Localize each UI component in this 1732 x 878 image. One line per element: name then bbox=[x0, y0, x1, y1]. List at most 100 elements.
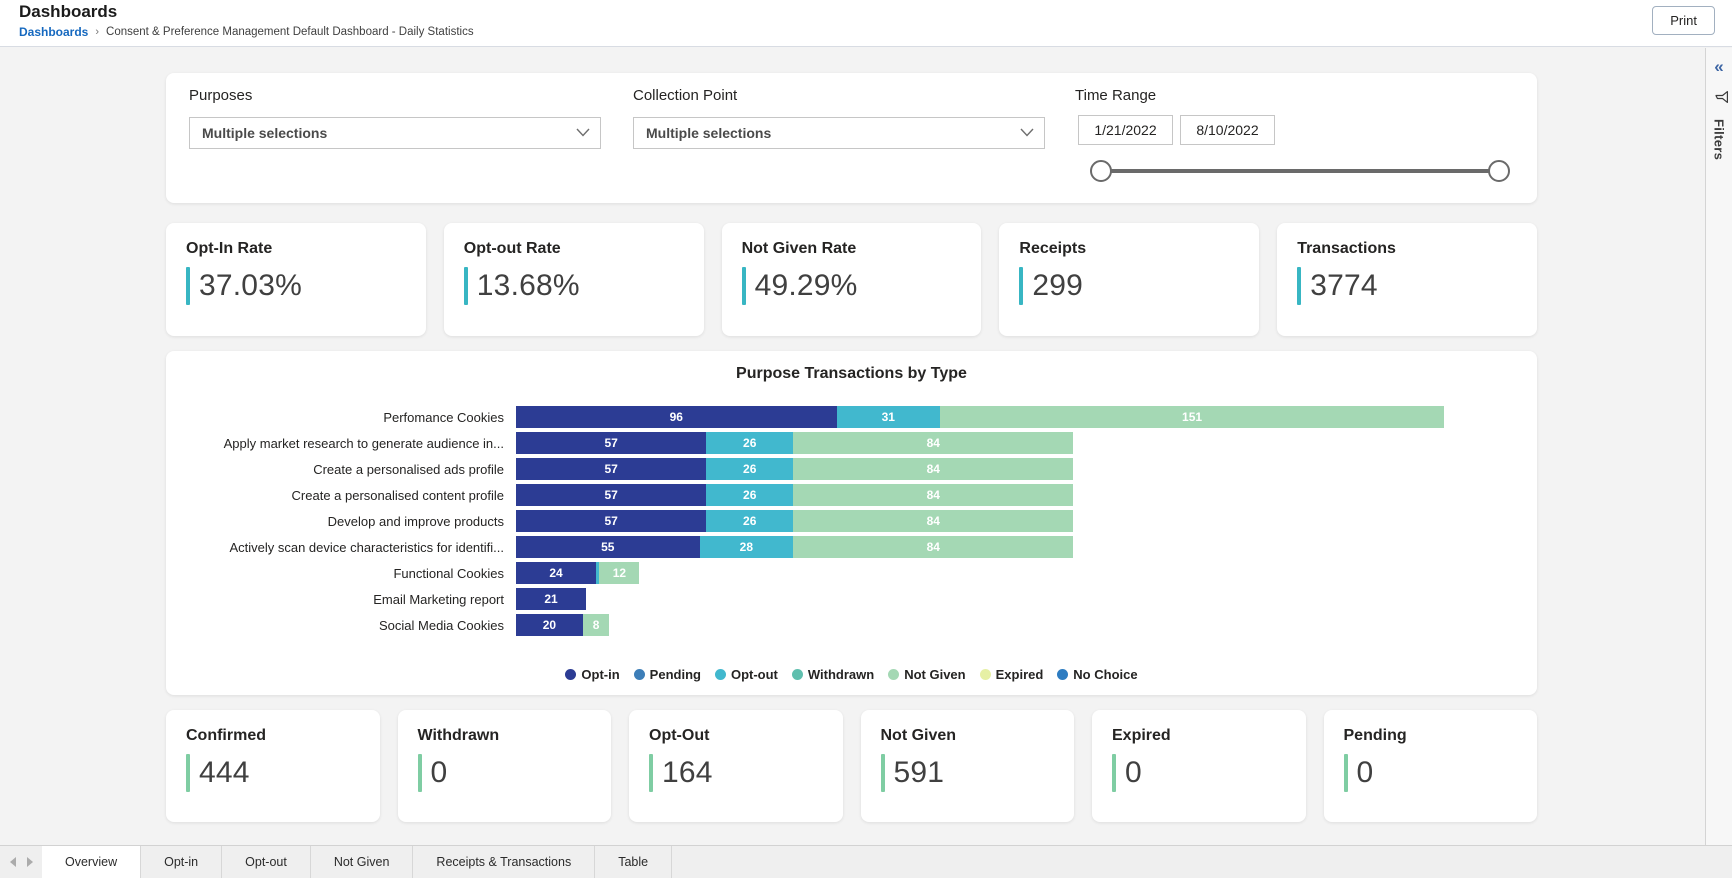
chart-bar-segment-opt-out[interactable]: 26 bbox=[706, 432, 794, 454]
filter-funnel-icon[interactable] bbox=[1710, 90, 1728, 104]
chart-bar-segment-opt-in[interactable]: 20 bbox=[516, 614, 583, 636]
chart-bar-segment-not-given[interactable]: 84 bbox=[793, 510, 1074, 532]
chart-row: Email Marketing report 21 bbox=[166, 586, 1537, 612]
collapse-panel-icon[interactable]: « bbox=[1714, 57, 1724, 76]
print-button[interactable]: Print bbox=[1652, 6, 1715, 35]
legend-dot-icon bbox=[979, 669, 991, 680]
kpi-value-row: 13.68% bbox=[463, 267, 684, 305]
chart-row: Actively scan device characteristics for… bbox=[166, 534, 1537, 560]
chart-bar-segment-not-given[interactable]: 8 bbox=[582, 614, 610, 636]
tab-scroll-right-icon[interactable] bbox=[26, 857, 33, 867]
slider-track[interactable] bbox=[1101, 169, 1499, 173]
chart-category-label: Develop and improve products bbox=[327, 513, 504, 529]
chart-bar-segment-opt-out[interactable]: 31 bbox=[836, 406, 940, 428]
legend-item-opt-out[interactable]: Opt-out bbox=[714, 667, 778, 682]
tab-receipts-transactions[interactable]: Receipts & Transactions bbox=[413, 846, 596, 878]
chart-bar-segment-opt-in[interactable]: 57 bbox=[516, 432, 707, 454]
legend-item-opt-in[interactable]: Opt-in bbox=[565, 667, 620, 682]
chart-bar: 55 28 84 bbox=[516, 536, 1074, 558]
kpi-value-row: 49.29% bbox=[741, 267, 962, 305]
chart-bar-segment-opt-out[interactable]: 28 bbox=[699, 536, 794, 558]
kpi-card: Not Given 591 bbox=[860, 710, 1074, 822]
legend-item-no-choice[interactable]: No Choice bbox=[1057, 667, 1138, 682]
kpi-value-row: 164 bbox=[649, 754, 823, 792]
chart-bar-segment-opt-in[interactable]: 57 bbox=[516, 458, 707, 480]
purposes-dropdown[interactable]: Multiple selections bbox=[189, 117, 601, 149]
tab-overview[interactable]: Overview bbox=[42, 846, 142, 878]
kpi-card: Opt-out Rate 13.68% bbox=[443, 223, 704, 336]
chart-bar-segment-not-given[interactable]: 12 bbox=[599, 562, 640, 584]
chart-bar: 57 26 84 bbox=[516, 484, 1074, 506]
chart-row: Apply market research to generate audien… bbox=[166, 430, 1537, 456]
kpi-value-row: 299 bbox=[1019, 267, 1239, 305]
chart-bar-segment-not-given[interactable]: 84 bbox=[793, 432, 1074, 454]
chart-bar-segment-not-given[interactable]: 151 bbox=[940, 406, 1445, 428]
kpi-card: Receipts 299 bbox=[999, 223, 1260, 336]
end-date-input[interactable] bbox=[1180, 115, 1275, 145]
chart-row: Social Media Cookies 20 8 bbox=[166, 612, 1537, 638]
chart-bar-segment-opt-out[interactable] bbox=[596, 562, 600, 584]
legend-item-expired[interactable]: Expired bbox=[979, 667, 1043, 682]
chart-bar-segment-opt-in[interactable]: 57 bbox=[516, 484, 707, 506]
chart-bar-segment-opt-out[interactable]: 26 bbox=[706, 458, 794, 480]
kpi-card: Withdrawn 0 bbox=[397, 710, 611, 822]
legend-dot-icon bbox=[1057, 669, 1069, 680]
chevron-down-icon bbox=[576, 124, 590, 142]
chart-bar-segment-opt-in[interactable]: 96 bbox=[516, 406, 837, 428]
report-content: Purposes Multiple selections Collection … bbox=[166, 48, 1537, 845]
chart-bar: 57 26 84 bbox=[516, 432, 1074, 454]
kpi-card-value: 299 bbox=[1032, 269, 1084, 302]
chart-category-label: Email Marketing report bbox=[373, 591, 504, 607]
kpi-accent-bar bbox=[417, 754, 422, 792]
kpi-value-row: 444 bbox=[186, 754, 360, 792]
slider-handle-end[interactable] bbox=[1488, 160, 1510, 182]
kpi-accent-bar bbox=[463, 267, 468, 305]
slider-handle-start[interactable] bbox=[1090, 160, 1112, 182]
tab-scroll-left-icon[interactable] bbox=[9, 857, 16, 867]
chart-bar-segment-opt-out[interactable]: 26 bbox=[706, 484, 794, 506]
tab-not-given[interactable]: Not Given bbox=[311, 846, 414, 878]
kpi-accent-bar bbox=[880, 754, 885, 792]
chart-bar: 96 31 151 bbox=[516, 406, 1445, 428]
kpi-accent-bar bbox=[741, 267, 746, 305]
chart-row: Create a personalised ads profile 57 26 84 bbox=[166, 456, 1537, 482]
chart-bar-segment-opt-in[interactable]: 57 bbox=[516, 510, 707, 532]
chart-bar-segment-not-given[interactable]: 84 bbox=[793, 484, 1074, 506]
kpi-row-top: Opt-In Rate 37.03% Opt-out Rate 13.68% Not G… bbox=[166, 223, 1537, 336]
kpi-card: Confirmed 444 bbox=[166, 710, 380, 822]
chart-bar-segment-opt-out[interactable]: 26 bbox=[706, 510, 794, 532]
chart-bar-segment-opt-in[interactable]: 21 bbox=[516, 588, 587, 610]
purpose-transactions-chart: Purpose Transactions by Type Perfomance … bbox=[166, 351, 1537, 695]
chart-title: Purpose Transactions by Type bbox=[736, 365, 967, 382]
chart-bar: 57 26 84 bbox=[516, 510, 1074, 532]
tab-opt-out[interactable]: Opt-out bbox=[222, 846, 311, 878]
legend-item-pending[interactable]: Pending bbox=[633, 667, 701, 682]
chart-bar-segment-opt-in[interactable]: 24 bbox=[516, 562, 597, 584]
breadcrumb-dashboards-link[interactable]: Dashboards bbox=[19, 25, 89, 39]
filter-card: Purposes Multiple selections Collection … bbox=[166, 73, 1537, 203]
kpi-card-label: Opt-Out bbox=[649, 727, 710, 744]
legend-dot-icon bbox=[633, 669, 645, 680]
kpi-card: Expired 0 bbox=[1092, 710, 1306, 822]
chart-bar-segment-not-given[interactable]: 84 bbox=[793, 536, 1074, 558]
filters-panel-label: Filters bbox=[1711, 119, 1727, 161]
chart-bar-segment-not-given[interactable]: 84 bbox=[793, 458, 1074, 480]
legend-item-withdrawn[interactable]: Withdrawn bbox=[791, 667, 874, 682]
kpi-card-label: Opt-In Rate bbox=[186, 240, 273, 257]
legend-label: Opt-out bbox=[730, 667, 778, 682]
kpi-card: Pending 0 bbox=[1323, 710, 1537, 822]
start-date-input[interactable] bbox=[1078, 115, 1173, 145]
kpi-card-label: Opt-out Rate bbox=[463, 240, 561, 257]
time-range-label: Time Range bbox=[1075, 87, 1157, 104]
collection-point-dropdown[interactable]: Multiple selections bbox=[633, 117, 1045, 149]
kpi-value-row: 0 bbox=[1112, 754, 1286, 792]
tab-table[interactable]: Table bbox=[595, 846, 673, 878]
purposes-dropdown-value: Multiple selections bbox=[202, 125, 328, 141]
kpi-card-value: 0 bbox=[430, 756, 448, 789]
chart-row: Functional Cookies 24 12 bbox=[166, 560, 1537, 586]
chart-bar-segment-opt-in[interactable]: 55 bbox=[516, 536, 700, 558]
kpi-accent-bar bbox=[1019, 267, 1024, 305]
tab-opt-in[interactable]: Opt-in bbox=[141, 846, 223, 878]
tab-nav-arrows bbox=[0, 846, 42, 878]
legend-item-not-given[interactable]: Not Given bbox=[888, 667, 966, 682]
